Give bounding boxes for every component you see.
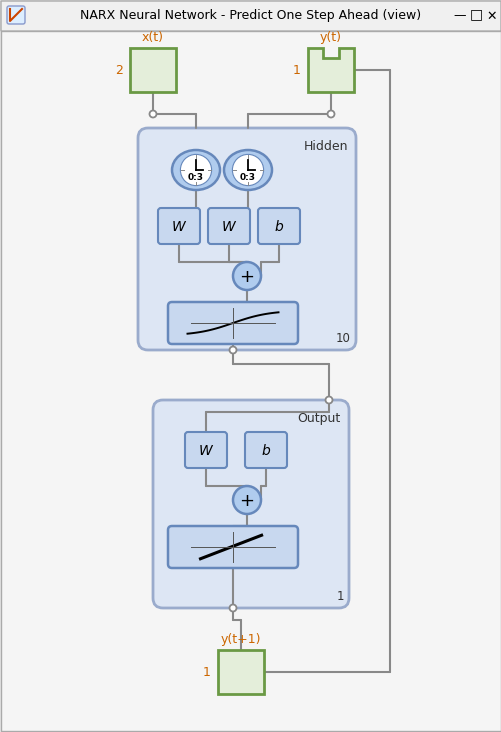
- Text: 10: 10: [336, 332, 350, 345]
- FancyBboxPatch shape: [168, 526, 298, 568]
- Circle shape: [325, 397, 332, 403]
- Text: W: W: [172, 220, 185, 234]
- FancyBboxPatch shape: [7, 6, 25, 24]
- FancyBboxPatch shape: [185, 432, 226, 468]
- Text: NARX Neural Network - Predict One Step Ahead (view): NARX Neural Network - Predict One Step A…: [80, 10, 421, 23]
- Text: y(t): y(t): [319, 31, 341, 45]
- Text: 1: 1: [293, 64, 300, 77]
- Circle shape: [180, 154, 211, 186]
- Text: □: □: [468, 7, 481, 21]
- Circle shape: [232, 486, 261, 514]
- Text: b: b: [274, 220, 283, 234]
- Text: +: +: [239, 492, 254, 510]
- Circle shape: [232, 154, 263, 186]
- FancyBboxPatch shape: [244, 432, 287, 468]
- Text: 2: 2: [115, 64, 123, 77]
- Text: b: b: [261, 444, 270, 458]
- Circle shape: [149, 111, 156, 118]
- Text: +: +: [239, 268, 254, 286]
- Text: W: W: [199, 444, 212, 458]
- Circle shape: [229, 605, 236, 611]
- FancyBboxPatch shape: [153, 400, 348, 608]
- Ellipse shape: [223, 150, 272, 190]
- Ellipse shape: [172, 150, 219, 190]
- FancyBboxPatch shape: [138, 128, 355, 350]
- Polygon shape: [308, 48, 353, 92]
- FancyBboxPatch shape: [258, 208, 300, 244]
- Text: ✕: ✕: [486, 10, 496, 23]
- Text: Output: Output: [297, 412, 340, 425]
- Text: 0:3: 0:3: [188, 173, 203, 182]
- Text: x(t): x(t): [142, 31, 164, 45]
- Circle shape: [232, 262, 261, 290]
- Bar: [130, 48, 176, 92]
- Text: W: W: [221, 220, 235, 234]
- FancyBboxPatch shape: [1, 1, 500, 31]
- Text: Hidden: Hidden: [303, 140, 347, 153]
- Text: 1: 1: [336, 590, 343, 603]
- Text: 1: 1: [203, 665, 210, 679]
- Circle shape: [229, 346, 236, 354]
- Text: 0:3: 0:3: [239, 173, 256, 182]
- Bar: [217, 650, 264, 694]
- Text: —: —: [453, 10, 465, 23]
- FancyBboxPatch shape: [207, 208, 249, 244]
- FancyBboxPatch shape: [158, 208, 199, 244]
- FancyBboxPatch shape: [168, 302, 298, 344]
- Text: y(t+1): y(t+1): [220, 633, 261, 646]
- Circle shape: [327, 111, 334, 118]
